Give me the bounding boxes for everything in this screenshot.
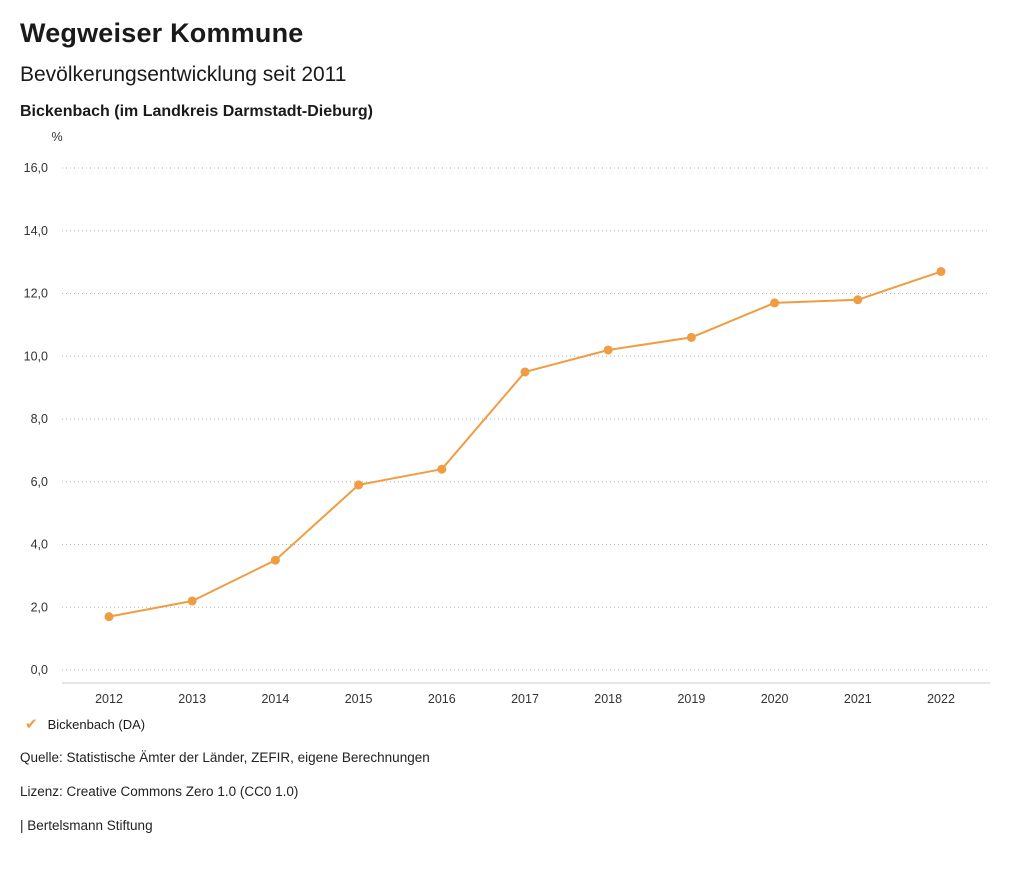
- y-tick-label: 0,0: [31, 663, 48, 677]
- chart-legend: ✔ Bickenbach (DA): [0, 713, 1024, 732]
- legend-item-bickenbach[interactable]: ✔ Bickenbach (DA): [25, 717, 145, 732]
- page-title: Wegweiser Kommune: [20, 18, 304, 48]
- source-text: Quelle: Statistische Ämter der Länder, Z…: [20, 750, 430, 765]
- x-tick-label: 2016: [428, 692, 456, 706]
- page-footer: Quelle: Statistische Ämter der Länder, Z…: [0, 732, 1024, 833]
- legend-item-label: Bickenbach (DA): [47, 717, 146, 732]
- y-tick-label: 14,0: [24, 224, 48, 238]
- y-tick-label: 8,0: [31, 412, 48, 426]
- data-point-2017[interactable]: [520, 367, 530, 377]
- data-point-2021[interactable]: [853, 295, 863, 305]
- data-point-2013[interactable]: [187, 596, 197, 606]
- data-point-2020[interactable]: [770, 298, 780, 308]
- attribution-text: | Bertelsmann Stiftung: [20, 818, 153, 833]
- data-point-2022[interactable]: [936, 267, 946, 277]
- license-text: Lizenz: Creative Commons Zero 1.0 (CC0 1…: [20, 784, 299, 799]
- x-tick-label: 2022: [927, 692, 955, 706]
- x-tick-label: 2015: [345, 692, 373, 706]
- region-subtitle: Bickenbach (im Landkreis Darmstadt-Diebu…: [20, 103, 373, 120]
- chart-area: % 0,0 2,0 4,0 6,0 8,0 10,0 12,0 14,0 16,0 2012 2013…: [0, 123, 1024, 713]
- y-tick-label: 4,0: [31, 538, 48, 552]
- x-tick-label: 2013: [178, 692, 206, 706]
- series-line: [108, 270, 942, 618]
- y-tick-label: 16,0: [24, 161, 48, 175]
- x-tick-label: 2012: [95, 692, 123, 706]
- data-point-2019[interactable]: [686, 332, 696, 342]
- x-tick-label: 2019: [677, 692, 705, 706]
- x-tick-label: 2021: [844, 692, 872, 706]
- y-tick-label: 6,0: [31, 475, 48, 489]
- y-tick-label: 10,0: [24, 349, 48, 363]
- data-point-2015[interactable]: [354, 480, 364, 490]
- data-point-2016[interactable]: [437, 464, 447, 474]
- data-point-2014[interactable]: [270, 555, 280, 565]
- y-axis-unit-label: %: [51, 130, 62, 144]
- x-tick-label: 2018: [594, 692, 622, 706]
- population-line-chart: % 0,0 2,0 4,0 6,0 8,0 10,0 12,0 14,0 16,0 2012 2013…: [24, 130, 990, 706]
- legend-check-icon: ✔: [25, 716, 38, 733]
- y-tick-label: 2,0: [31, 600, 48, 614]
- page-header: Wegweiser Kommune Bevölkerungsentwicklun…: [0, 0, 1024, 121]
- x-tick-label: 2020: [761, 692, 789, 706]
- x-tick-label: 2014: [261, 692, 289, 706]
- data-point-2018[interactable]: [603, 345, 613, 355]
- y-tick-label: 12,0: [24, 287, 48, 301]
- chart-title: Bevölkerungsentwicklung seit 2011: [20, 63, 347, 86]
- x-tick-label: 2017: [511, 692, 539, 706]
- data-point-2012[interactable]: [104, 612, 114, 622]
